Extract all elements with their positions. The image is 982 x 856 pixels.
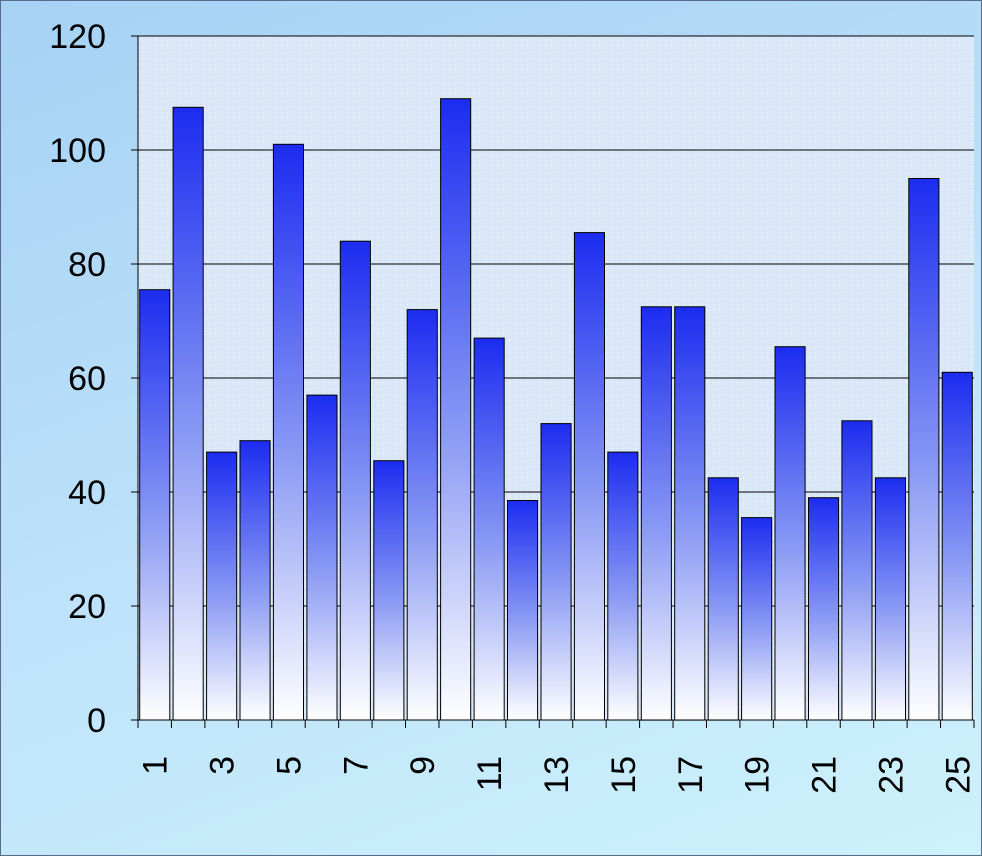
bar-25 (941, 371, 973, 721)
bar-16 (640, 306, 672, 721)
y-tick-label: 60 (68, 360, 106, 398)
bar-3 (206, 451, 238, 721)
bar-17 (674, 306, 706, 721)
bar-23 (874, 477, 907, 721)
bar-15 (607, 451, 639, 721)
y-axis-labels: 0 20 40 60 80 100 120 (49, 18, 106, 740)
x-tick-label: 23 (872, 756, 910, 794)
x-tick-label: 11 (471, 756, 509, 791)
bar-2 (172, 106, 204, 721)
bar-18 (707, 477, 739, 721)
bar-24 (908, 178, 940, 721)
x-tick-label: 25 (939, 756, 977, 794)
bar-6 (306, 394, 338, 721)
bar-21 (808, 497, 840, 721)
y-tick-label: 120 (49, 18, 106, 56)
y-tick-label: 40 (68, 474, 106, 512)
bar-7 (339, 240, 371, 721)
bar-20 (774, 346, 806, 721)
y-tick-label: 100 (49, 132, 106, 170)
axes (131, 35, 975, 728)
x-tick-label: 19 (739, 756, 777, 794)
x-tick-label: 13 (538, 756, 576, 794)
bar-9 (406, 309, 438, 721)
bar-5 (272, 143, 304, 721)
x-tick-label: 7 (337, 756, 375, 775)
x-tick-label: 9 (404, 756, 442, 775)
bar-10 (440, 98, 472, 721)
bar-11 (473, 337, 505, 721)
x-tick-label: 1 (137, 756, 175, 775)
x-tick-label: 21 (806, 756, 844, 794)
x-tick-label: 3 (204, 756, 242, 775)
bar-12 (507, 500, 539, 721)
x-tick-label: 17 (672, 756, 710, 794)
y-tick-label: 20 (68, 588, 106, 626)
bar-13 (540, 423, 572, 721)
y-tick-label: 0 (87, 702, 106, 740)
bars (139, 98, 973, 721)
bar-22 (841, 420, 873, 721)
x-tick-label: 5 (270, 756, 308, 775)
bar-4 (239, 440, 271, 721)
y-tick-label: 80 (68, 246, 106, 284)
x-tick-label: 15 (605, 756, 643, 794)
bar-1 (139, 289, 171, 721)
bar-19 (741, 517, 773, 721)
bar-14 (573, 232, 606, 721)
bar-8 (373, 460, 405, 721)
x-axis-labels: 1 3 5 7 9 11 13 15 17 19 21 23 25 (137, 756, 978, 794)
